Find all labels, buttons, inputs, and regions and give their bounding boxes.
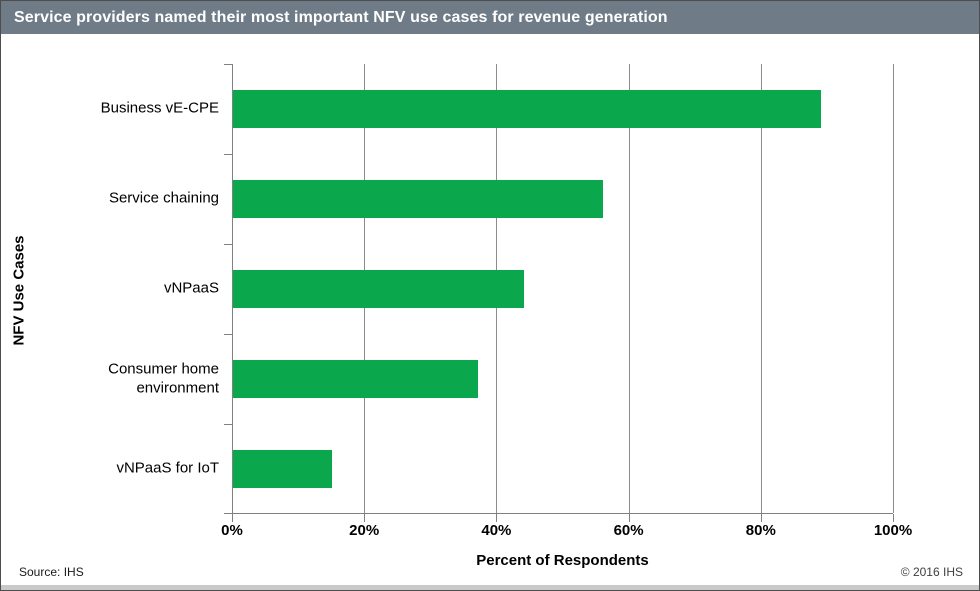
x-tick-label-100: 100%: [873, 522, 913, 539]
bar-vnpaas-for-iot: [233, 450, 332, 488]
chart-title: Service providers named their most impor…: [14, 8, 668, 26]
bar-service-chaining: [233, 180, 603, 218]
category-axis-labels: Business vE-CPE Service chaining vNPaaS Con…: [45, 64, 219, 514]
category-label-business-ve-cpe: Business vE-CPE: [100, 99, 219, 117]
category-label-vnpaas-for-iot: vNPaaS for IoT: [116, 459, 219, 477]
y-axis-title: NFV Use Cases: [10, 235, 28, 346]
x-axis-tick-100: [893, 514, 894, 522]
y-axis-tick-5: [224, 513, 232, 514]
x-tick-label-40: 40%: [481, 522, 512, 539]
x-axis-tick-80: [760, 514, 762, 522]
x-tick-label-20: 20%: [349, 522, 380, 539]
x-tick-label-0: 0%: [221, 522, 243, 539]
x-tick-labels: 0% 20% 40% 60% 80% 100%: [221, 522, 912, 542]
bottom-edge-shadow: [1, 585, 979, 590]
x-tick-label-60: 60%: [613, 522, 644, 539]
gridline-80: [760, 64, 762, 513]
x-axis-tick-0: [232, 514, 233, 522]
category-label-service-chaining: Service chaining: [108, 189, 219, 207]
x-axis-title: Percent of Respondents: [476, 552, 649, 569]
copyright-note: © 2016 IHS: [900, 565, 963, 579]
y-axis-tick-2: [224, 244, 232, 245]
gridline-100: [893, 64, 894, 513]
chart-title-bar: Service providers named their most impor…: [1, 1, 979, 34]
gridline-60: [628, 64, 630, 513]
x-axis-tick-60: [628, 514, 630, 522]
bar-consumer-home-environment: [233, 360, 478, 398]
plot-area: [224, 64, 894, 522]
source-note: Source: IHS: [19, 565, 84, 579]
category-label-consumer-home-environment: Consumer home environment: [108, 360, 219, 396]
category-label-vnpaas: vNPaaS: [163, 279, 219, 297]
y-axis-tick-1: [224, 154, 232, 155]
y-axis-tick-4: [224, 424, 232, 425]
y-axis-tick-0: [224, 64, 232, 65]
bar-business-ve-cpe: [233, 90, 821, 128]
x-axis-tick-40: [496, 514, 498, 522]
bar-vnpaas: [233, 270, 524, 308]
x-axis-tick-20: [364, 514, 366, 522]
y-axis-tick-3: [224, 334, 232, 335]
x-tick-label-80: 80%: [745, 522, 776, 539]
